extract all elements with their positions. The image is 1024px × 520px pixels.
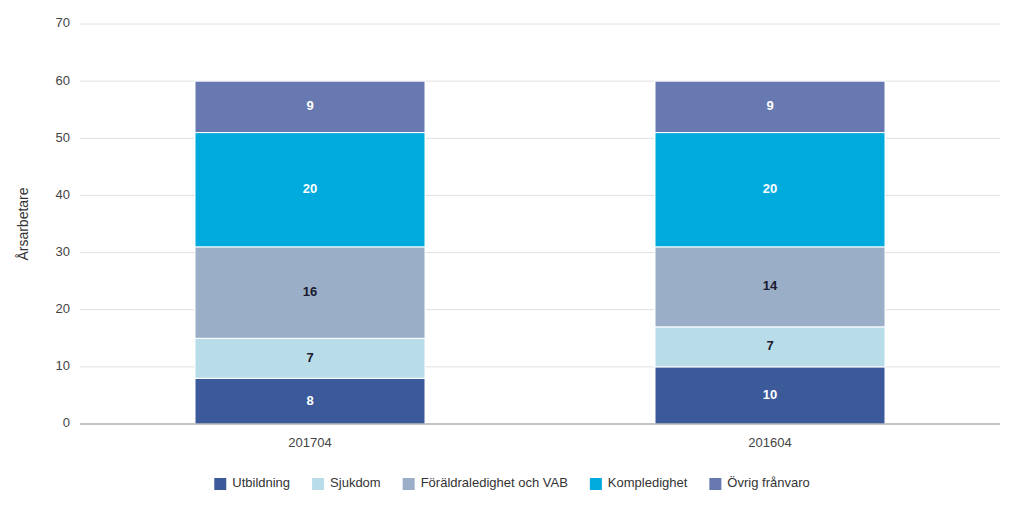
x-axis-line xyxy=(80,424,1000,425)
y-tick-label: 20 xyxy=(56,301,70,316)
y-axis: 0 10 20 30 40 50 60 70 xyxy=(56,15,70,430)
bar-segment xyxy=(195,378,425,424)
x-tick-label: 201704 xyxy=(288,435,331,450)
legend-swatch xyxy=(590,478,602,490)
grid-line xyxy=(80,424,1000,425)
y-axis-label: Årsarbetare xyxy=(15,187,31,260)
data-labels: 8 10 7 7 16 14 20 20 9 9 xyxy=(303,98,778,407)
legend-swatch xyxy=(214,478,226,490)
legend-swatch xyxy=(709,478,721,490)
bars xyxy=(195,81,885,424)
y-tick-label: 50 xyxy=(56,130,70,145)
grid-line xyxy=(80,24,1000,25)
data-label: 9 xyxy=(306,98,313,113)
y-tick-label: 10 xyxy=(56,358,70,373)
bar-segment xyxy=(195,338,425,378)
legend-label: Övrig frånvaro xyxy=(727,475,809,490)
bar-segment xyxy=(655,247,885,327)
data-label: 8 xyxy=(306,393,313,408)
bar-segment xyxy=(655,81,885,132)
data-label: 7 xyxy=(306,350,313,365)
y-tick-label: 70 xyxy=(56,15,70,30)
data-label: 16 xyxy=(303,284,317,299)
legend-label: Kompledighet xyxy=(608,475,688,490)
legend: Utbildning Sjukdom Föräldraledighet och VA… xyxy=(214,475,809,490)
bar-segment xyxy=(195,133,425,247)
bar-segment xyxy=(655,367,885,424)
y-tick-label: 40 xyxy=(56,187,70,202)
x-tick-label: 201604 xyxy=(748,435,791,450)
legend-label: Utbildning xyxy=(232,475,290,490)
chart: 0 10 20 30 40 50 60 70 Årsarbetare 8 10 7 7 16 14 20 20 9… xyxy=(0,0,1024,520)
bar-segment xyxy=(655,133,885,247)
data-label: 10 xyxy=(763,387,777,402)
legend-label: Sjukdom xyxy=(330,475,381,490)
data-label: 9 xyxy=(766,98,773,113)
y-tick-label: 30 xyxy=(56,244,70,259)
grid xyxy=(80,24,1000,424)
x-axis: 201704 201604 xyxy=(288,435,791,450)
legend-swatch xyxy=(312,478,324,490)
legend-swatch xyxy=(403,478,415,490)
bar-segment xyxy=(195,247,425,338)
bar-segment xyxy=(655,327,885,367)
legend-label: Föräldraledighet och VAB xyxy=(421,475,568,490)
y-tick-label: 0 xyxy=(63,415,70,430)
bar-segment xyxy=(195,81,425,132)
data-label: 20 xyxy=(763,181,777,196)
data-label: 7 xyxy=(766,338,773,353)
data-label: 20 xyxy=(303,181,317,196)
data-label: 14 xyxy=(763,278,778,293)
y-tick-label: 60 xyxy=(56,73,70,88)
